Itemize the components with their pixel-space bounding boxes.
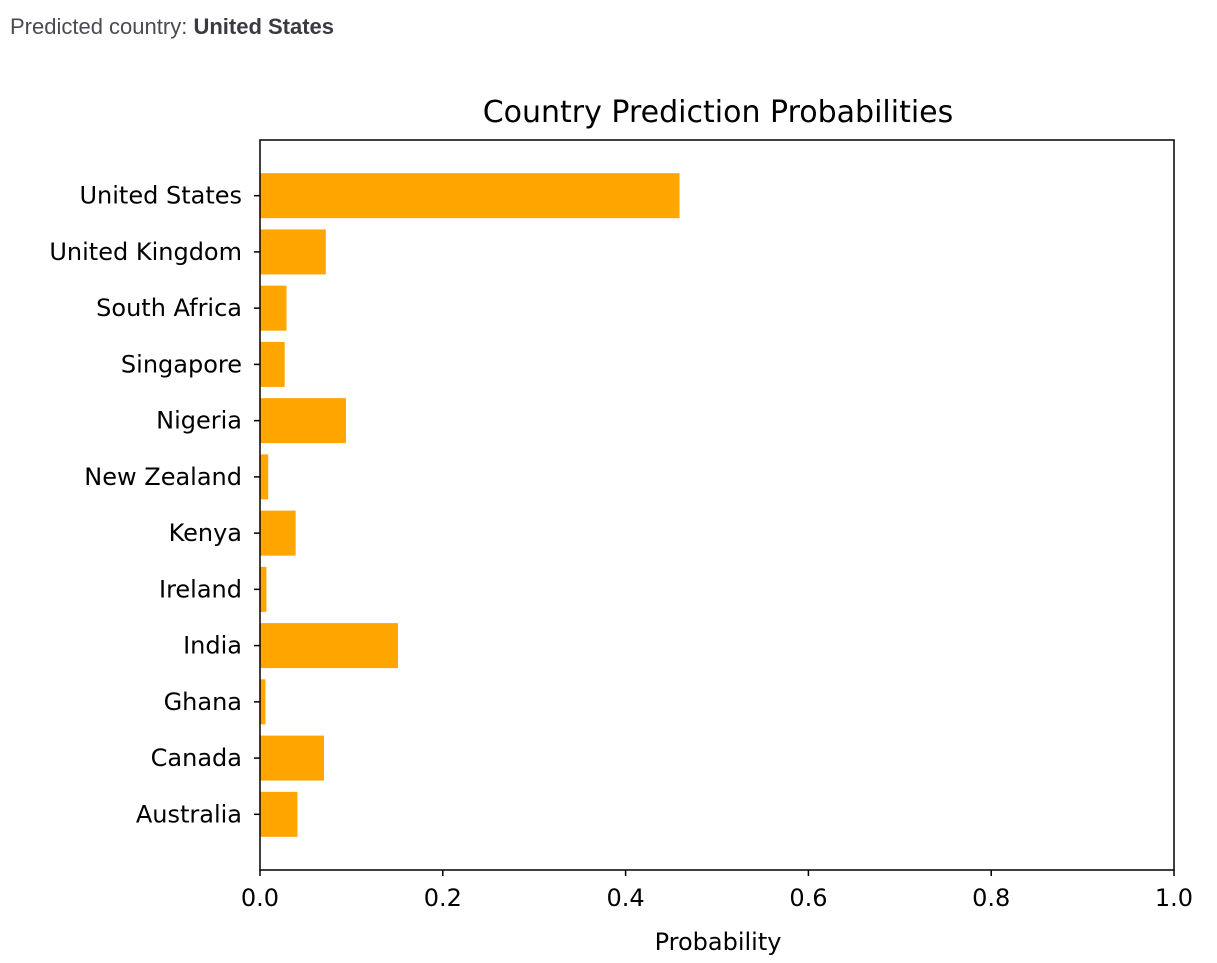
bar-canada (260, 735, 324, 781)
bar-singapore (260, 341, 285, 387)
y-tick-label: New Zealand (84, 463, 242, 491)
y-tick-label: Nigeria (156, 407, 242, 435)
predicted-country-text: Predicted country: United States (10, 14, 334, 40)
bar-united-states (260, 173, 680, 219)
y-tick-label: Kenya (169, 519, 242, 547)
y-tick-label: United Kingdom (49, 238, 242, 266)
bar-united-kingdom (260, 229, 326, 275)
bar-india (260, 623, 399, 669)
chart-title: Country Prediction Probabilities (483, 95, 954, 130)
bar-ghana (260, 679, 266, 725)
y-tick-label: South Africa (96, 294, 242, 322)
y-tick-label: Canada (151, 744, 242, 772)
bar-australia (260, 791, 298, 837)
x-axis-label: Probability (655, 928, 782, 956)
x-tick-label: 0.2 (424, 884, 462, 912)
bar-kenya (260, 510, 296, 556)
predicted-country-value: United States (193, 14, 335, 39)
x-tick-label: 0.8 (972, 884, 1010, 912)
x-tick-label: 0.6 (789, 884, 827, 912)
bar-ireland (260, 566, 267, 612)
y-tick-label: Ireland (159, 575, 242, 603)
x-tick-label: 0.4 (607, 884, 645, 912)
y-ticks: Australia Canada Ghana India Ireland Kenya New… (49, 182, 260, 828)
y-tick-label: Singapore (121, 350, 242, 378)
plot-frame (259, 139, 1175, 871)
y-tick-label: United States (79, 182, 242, 210)
y-tick-label: Ghana (164, 688, 242, 716)
y-tick-label: Australia (136, 800, 242, 828)
bar-south-africa (260, 285, 287, 331)
bar-new-zealand (260, 454, 269, 500)
bar-nigeria (260, 398, 346, 444)
x-tick-label: 1.0 (1155, 884, 1193, 912)
y-tick-label: India (183, 632, 242, 660)
x-ticks: 0.0 0.2 0.4 0.6 0.8 1.0 (241, 870, 1193, 912)
bars-group (260, 173, 680, 837)
predicted-country-label: Predicted country: (10, 14, 188, 39)
x-tick-label: 0.0 (241, 884, 279, 912)
